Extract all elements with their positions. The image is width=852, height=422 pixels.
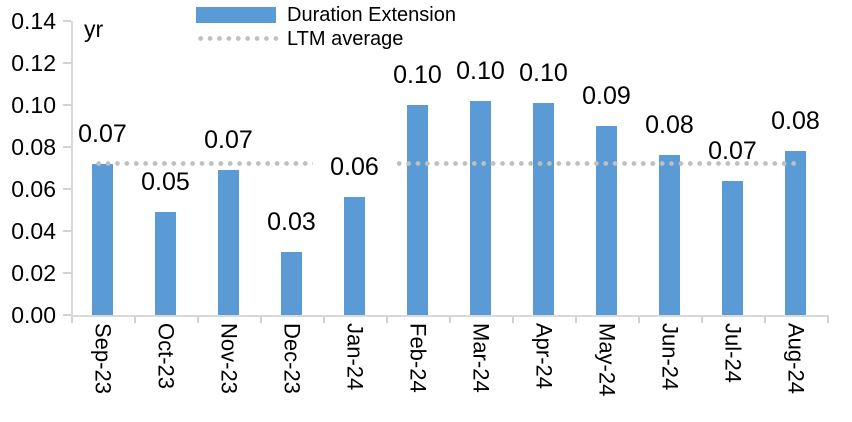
bar bbox=[785, 151, 806, 315]
x-tick-label: Oct-23 bbox=[153, 323, 179, 390]
y-axis-tick bbox=[63, 188, 71, 190]
x-axis-tick bbox=[71, 317, 73, 323]
y-axis-tick bbox=[63, 230, 71, 232]
y-tick-label: 0.08 bbox=[11, 134, 56, 160]
y-tick-label: 0.14 bbox=[11, 8, 56, 34]
x-tick-label: Nov-23 bbox=[216, 323, 242, 394]
bar bbox=[470, 101, 491, 315]
y-axis-tick bbox=[63, 62, 71, 64]
ltm-average-line bbox=[94, 161, 796, 167]
bar bbox=[407, 105, 428, 315]
x-tick-label: Aug-24 bbox=[783, 323, 809, 394]
x-axis-tick bbox=[323, 317, 325, 323]
x-tick-label: Jul-24 bbox=[720, 323, 746, 383]
bar bbox=[722, 181, 743, 315]
bar bbox=[155, 212, 176, 315]
bar-value-label: 0.09 bbox=[582, 82, 631, 110]
bar bbox=[92, 164, 113, 315]
y-axis-tick bbox=[63, 104, 71, 106]
bar-value-label: 0.10 bbox=[519, 59, 568, 87]
y-tick-label: 0.02 bbox=[11, 260, 56, 286]
bar bbox=[281, 252, 302, 315]
x-axis-tick bbox=[575, 317, 577, 323]
bar-value-label: 0.07 bbox=[204, 126, 253, 154]
x-axis-tick bbox=[134, 317, 136, 323]
bar bbox=[533, 103, 554, 315]
series-color-swatch bbox=[196, 6, 276, 23]
y-axis-tick bbox=[63, 146, 71, 148]
bar bbox=[344, 197, 365, 315]
x-tick-label: Apr-24 bbox=[531, 323, 557, 390]
ltm-average-line-swatch bbox=[196, 36, 280, 41]
bar bbox=[596, 126, 617, 315]
bar-value-label: 0.07 bbox=[708, 137, 757, 165]
legend-series-label: Duration Extension bbox=[287, 3, 456, 26]
y-axis-unit-label: yr bbox=[84, 16, 104, 42]
y-axis-line bbox=[71, 21, 73, 317]
bar bbox=[659, 155, 680, 315]
x-axis-tick bbox=[386, 317, 388, 323]
x-axis-line bbox=[71, 315, 829, 317]
chart-legend: Duration Extension LTM average bbox=[196, 5, 456, 53]
bar-value-label: 0.08 bbox=[645, 111, 694, 139]
x-tick-label: Mar-24 bbox=[468, 323, 494, 393]
bar-value-label: 0.03 bbox=[267, 208, 316, 236]
x-axis-tick bbox=[638, 317, 640, 323]
bar-value-label: 0.06 bbox=[312, 153, 397, 181]
y-tick-label: 0.06 bbox=[11, 176, 56, 202]
legend-item-duration-extension: Duration Extension bbox=[196, 3, 456, 26]
x-tick-label: Sep-23 bbox=[90, 323, 116, 394]
x-tick-label: Jun-24 bbox=[657, 323, 683, 391]
bar-value-label: 0.10 bbox=[456, 57, 505, 85]
x-tick-label: Jan-24 bbox=[342, 323, 368, 391]
y-axis-tick bbox=[63, 314, 71, 316]
legend-average-label: LTM average bbox=[287, 27, 404, 50]
x-axis-tick bbox=[449, 317, 451, 323]
legend-item-ltm-average: LTM average bbox=[196, 27, 456, 50]
x-tick-label: Feb-24 bbox=[405, 323, 431, 393]
x-tick-label: May-24 bbox=[594, 323, 620, 397]
y-tick-label: 0.12 bbox=[11, 50, 56, 76]
bar bbox=[218, 170, 239, 315]
y-tick-label: 0.00 bbox=[11, 302, 56, 328]
x-axis-tick bbox=[512, 317, 514, 323]
y-axis-tick bbox=[63, 272, 71, 274]
bar-value-label: 0.07 bbox=[78, 120, 127, 148]
bar-value-label: 0.08 bbox=[771, 107, 820, 135]
x-axis-tick bbox=[701, 317, 703, 323]
x-tick-label: Dec-23 bbox=[279, 323, 305, 394]
bar-value-label: 0.10 bbox=[393, 61, 442, 89]
y-tick-label: 0.10 bbox=[11, 92, 56, 118]
x-axis-tick bbox=[827, 317, 829, 323]
y-tick-label: 0.04 bbox=[11, 218, 56, 244]
x-axis-tick bbox=[260, 317, 262, 323]
x-axis-tick bbox=[764, 317, 766, 323]
bar-value-label: 0.05 bbox=[141, 168, 190, 196]
y-axis-tick bbox=[63, 20, 71, 22]
x-axis-tick bbox=[197, 317, 199, 323]
